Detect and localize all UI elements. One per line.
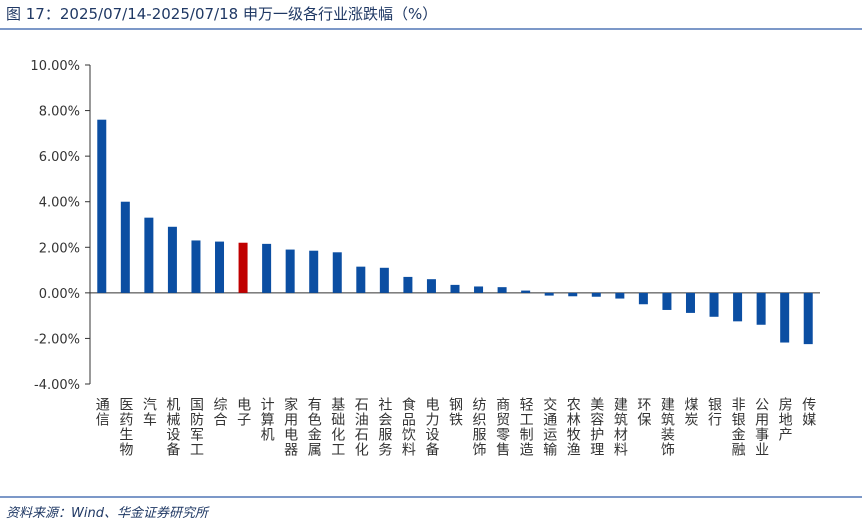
bar bbox=[521, 290, 531, 293]
x-tick-label: 轻工制造 bbox=[518, 397, 534, 457]
x-tick-label: 钢铁 bbox=[447, 397, 463, 427]
bar bbox=[685, 292, 695, 313]
chart-title: 图 17：2025/07/14-2025/07/18 申万一级各行业涨跌幅（%） bbox=[6, 5, 437, 23]
bar bbox=[167, 226, 177, 293]
x-tick-label: 通信 bbox=[94, 397, 110, 427]
bar bbox=[615, 292, 625, 299]
y-tick-label: -2.00% bbox=[34, 332, 80, 347]
bar bbox=[662, 292, 672, 310]
x-tick-label: 汽车 bbox=[141, 397, 157, 427]
x-tick-label: 基础化工 bbox=[329, 396, 345, 457]
x-tick-label: 商贸零售 bbox=[494, 397, 510, 457]
x-tick-label: 煤炭 bbox=[682, 397, 698, 427]
bar bbox=[803, 292, 813, 345]
x-tick-label: 国防军工 bbox=[188, 397, 204, 457]
bar bbox=[309, 250, 319, 293]
x-tick-label: 家用电器 bbox=[282, 396, 298, 457]
x-tick-label: 有色金属 bbox=[306, 397, 322, 457]
x-tick-label: 环保 bbox=[635, 397, 651, 427]
x-tick-label: 机械设备 bbox=[164, 397, 180, 457]
x-tick-label: 建筑材料 bbox=[612, 397, 628, 457]
x-tick-label: 交通运输 bbox=[541, 396, 557, 457]
bar bbox=[426, 279, 436, 293]
x-tick-label: 电子 bbox=[235, 397, 251, 427]
bar bbox=[120, 201, 130, 293]
x-tick-label: 纺织服饰 bbox=[471, 397, 487, 457]
bar bbox=[591, 292, 601, 297]
x-tick-label: 银行 bbox=[706, 397, 722, 427]
bar bbox=[332, 252, 342, 293]
x-tick-label: 公用事业 bbox=[753, 397, 769, 457]
x-tick-label: 电力设备 bbox=[423, 397, 439, 457]
bar bbox=[709, 292, 719, 317]
bar bbox=[568, 292, 578, 297]
bar bbox=[191, 240, 201, 293]
bar bbox=[262, 243, 272, 293]
x-tick-label: 综合 bbox=[212, 397, 228, 427]
bar bbox=[756, 292, 766, 325]
x-tick-label: 医药生物 bbox=[117, 397, 133, 457]
x-tick-label: 建筑装饰 bbox=[659, 397, 675, 457]
bar bbox=[497, 287, 507, 293]
y-tick-label: 10.00% bbox=[30, 59, 80, 74]
y-tick-label: 2.00% bbox=[39, 241, 80, 256]
x-tick-label: 社会服务 bbox=[376, 397, 392, 457]
bar bbox=[379, 267, 389, 293]
x-tick-label: 食品饮料 bbox=[400, 396, 416, 457]
y-tick-label: 6.00% bbox=[39, 150, 80, 165]
bar bbox=[97, 119, 107, 293]
x-tick-label: 农林牧渔 bbox=[565, 397, 581, 457]
y-tick-label: 0.00% bbox=[39, 287, 80, 302]
bar bbox=[403, 276, 413, 293]
bar bbox=[544, 292, 554, 296]
bar bbox=[474, 286, 484, 293]
bar bbox=[285, 249, 295, 293]
y-tick-label: -4.00% bbox=[34, 378, 80, 393]
bar bbox=[450, 284, 460, 293]
y-tick-label: 4.00% bbox=[39, 196, 80, 211]
x-tick-label: 美容护理 bbox=[588, 397, 604, 457]
x-tick-label: 传媒 bbox=[800, 397, 816, 427]
y-tick-label: 8.00% bbox=[39, 105, 80, 120]
bar bbox=[144, 217, 154, 293]
bar bbox=[238, 242, 248, 293]
bar bbox=[780, 292, 790, 343]
x-tick-label: 计算机 bbox=[259, 397, 275, 442]
bar bbox=[733, 292, 743, 322]
bar bbox=[638, 292, 648, 305]
source-note: 资料来源：Wind、华金证券研究所 bbox=[6, 505, 210, 521]
x-tick-label: 非银金融 bbox=[730, 397, 746, 457]
x-tick-label: 石油石化 bbox=[353, 397, 369, 457]
x-tick-label: 房地产 bbox=[777, 397, 793, 442]
bar bbox=[356, 266, 366, 293]
bar bbox=[215, 241, 225, 293]
